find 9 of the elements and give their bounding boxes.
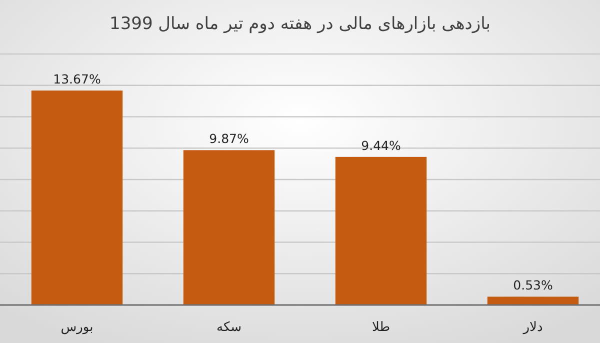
x-tick-label: دلار [522,320,543,335]
data-label: 0.53% [513,278,553,293]
x-tick-label: سکه [216,320,242,335]
data-label: 9.44% [361,138,401,153]
chart-title: بازدهی بازارهای مالی در هفته دوم تیر ماه سال 1399 [110,14,490,34]
x-tick-label: بورس [60,320,94,335]
data-label: 9.87% [209,131,249,146]
x-tick-label: طلا [372,320,390,335]
data-label: 13.67% [53,72,101,87]
